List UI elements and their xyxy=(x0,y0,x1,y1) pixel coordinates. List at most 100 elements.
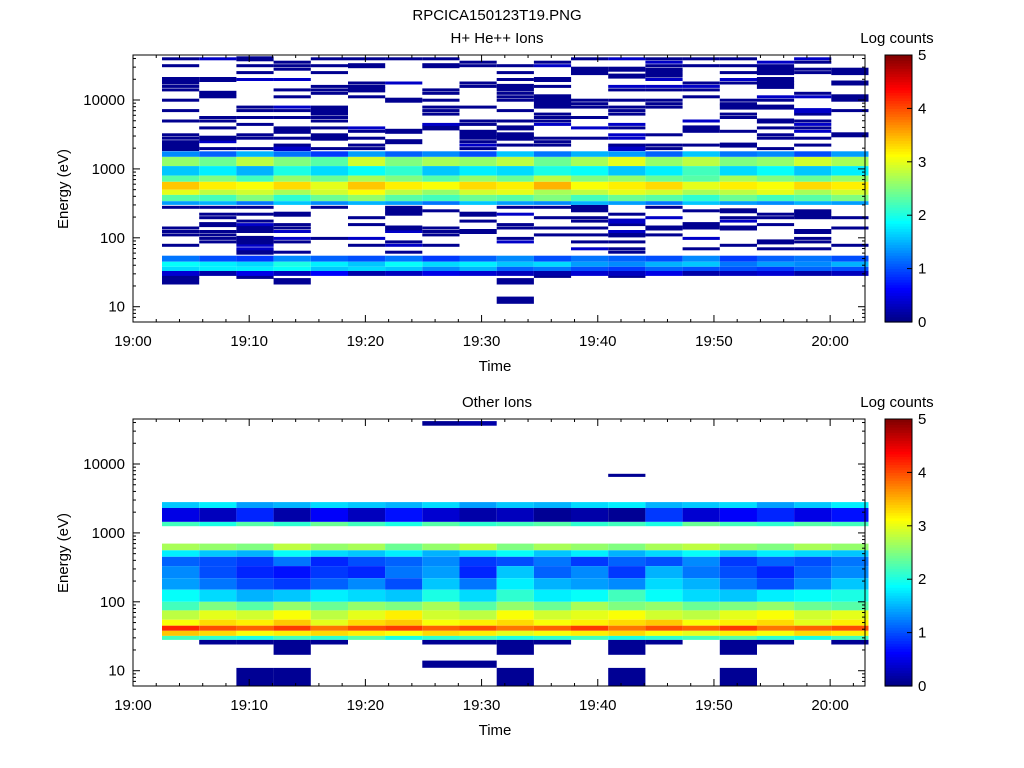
sparse-cell xyxy=(719,208,757,214)
heatmap-cell xyxy=(385,189,423,195)
heatmap-cell xyxy=(756,189,795,195)
colorbar-segment xyxy=(885,453,912,457)
heatmap-cell xyxy=(645,194,683,202)
colorbar-segment xyxy=(885,643,912,647)
colorbar-segment xyxy=(885,127,912,131)
heatmap-cell xyxy=(273,255,311,262)
sparse-cell xyxy=(645,216,683,220)
colorbar-segment xyxy=(885,257,912,262)
sparse-cell xyxy=(794,229,832,234)
heatmap-cell xyxy=(645,508,683,522)
sparse-cell xyxy=(236,247,274,251)
colorbar-segment xyxy=(885,571,912,575)
heatmap-cell xyxy=(756,502,795,508)
sparse-cell xyxy=(533,105,572,109)
sparse-cell xyxy=(496,95,534,99)
colorbar-segment xyxy=(885,76,912,80)
colorbar-segment xyxy=(885,499,912,503)
heatmap-cell xyxy=(199,261,237,267)
sparse-cell xyxy=(831,109,869,113)
heatmap-cell xyxy=(273,644,311,655)
heatmap-cell xyxy=(608,619,646,626)
heatmap-cell xyxy=(496,175,534,182)
heatmap-cell xyxy=(682,266,720,271)
sparse-cell xyxy=(496,109,534,113)
sparse-cell xyxy=(533,64,572,68)
heatmap-cell xyxy=(422,660,460,668)
heatmap-cell xyxy=(459,619,497,626)
colorbar-segment xyxy=(885,531,912,535)
heatmap-cell xyxy=(496,189,534,195)
heatmap-cell xyxy=(794,543,832,551)
colorbar-segment xyxy=(885,677,912,682)
sparse-cell xyxy=(236,219,274,223)
sparse-cell xyxy=(682,125,720,131)
heatmap-cell xyxy=(682,201,720,205)
colorbar-segment xyxy=(885,467,912,471)
heatmap-cell xyxy=(310,156,348,167)
colorbar-segment xyxy=(885,659,912,663)
colorbar-tick-label: 3 xyxy=(918,518,926,535)
colorbar-segment xyxy=(885,225,912,230)
colorbar-segment xyxy=(885,231,912,235)
colorbar-segment xyxy=(885,148,912,152)
sparse-cell xyxy=(794,95,832,99)
sparse-cell xyxy=(608,247,646,251)
heatmap-cell xyxy=(756,630,795,636)
heatmap-cell xyxy=(608,181,646,190)
colorbar-segment xyxy=(885,279,912,283)
heatmap-cell xyxy=(422,156,460,167)
colorbar-segment xyxy=(885,483,912,487)
heatmap-cell xyxy=(831,610,869,620)
sparse-cell xyxy=(496,143,534,147)
heatmap-cell xyxy=(608,189,646,195)
sparse-cell xyxy=(608,105,646,109)
colorbar-segment xyxy=(885,305,912,310)
heatmap-cell xyxy=(682,151,720,157)
heatmap-cell xyxy=(310,601,348,611)
heatmap-cell xyxy=(422,151,460,157)
colorbar-segment xyxy=(885,595,912,599)
colorbar-segment xyxy=(885,169,912,174)
sparse-cell xyxy=(571,116,609,119)
panel2-title: Other Ions xyxy=(462,394,532,411)
sparse-cell xyxy=(756,98,795,102)
heatmap-cell xyxy=(199,201,237,205)
heatmap-cell xyxy=(459,521,497,527)
sparse-cell xyxy=(794,216,832,220)
heatmap-cell xyxy=(719,556,757,567)
heatmap-cell xyxy=(794,201,832,205)
heatmap-cell xyxy=(608,201,646,205)
heatmap-cell xyxy=(273,271,311,276)
heatmap-cell xyxy=(496,502,534,508)
sparse-cell xyxy=(608,57,646,61)
heatmap-cell xyxy=(385,578,423,590)
heatmap-cell xyxy=(794,175,832,182)
heatmap-cell xyxy=(199,521,237,527)
sparse-cell xyxy=(831,67,869,71)
heatmap-cell xyxy=(385,194,423,202)
heatmap-cell xyxy=(236,578,274,590)
heatmap-cell xyxy=(422,421,460,426)
heatmap-cell xyxy=(831,566,869,579)
sparse-cell xyxy=(273,116,311,119)
heatmap-cell xyxy=(199,156,237,167)
sparse-cell xyxy=(571,102,609,106)
sparse-cell xyxy=(199,216,237,220)
sparse-cell xyxy=(422,230,460,233)
colorbar-segment xyxy=(885,613,912,618)
sparse-cell xyxy=(348,147,386,151)
sparse-cell xyxy=(310,147,348,151)
sparse-cell xyxy=(571,136,609,140)
colorbar-segment xyxy=(885,228,912,232)
sparse-cell xyxy=(756,81,795,85)
colorbar-segment xyxy=(885,199,912,203)
heatmap-cell xyxy=(682,521,720,527)
heatmap-cell xyxy=(385,502,423,508)
heatmap-cell xyxy=(236,189,274,195)
sparse-cell xyxy=(422,63,460,69)
heatmap-cell xyxy=(719,271,757,276)
heatmap-cell xyxy=(422,201,460,205)
heatmap-cell xyxy=(385,556,423,567)
colorbar-segment xyxy=(885,645,912,650)
